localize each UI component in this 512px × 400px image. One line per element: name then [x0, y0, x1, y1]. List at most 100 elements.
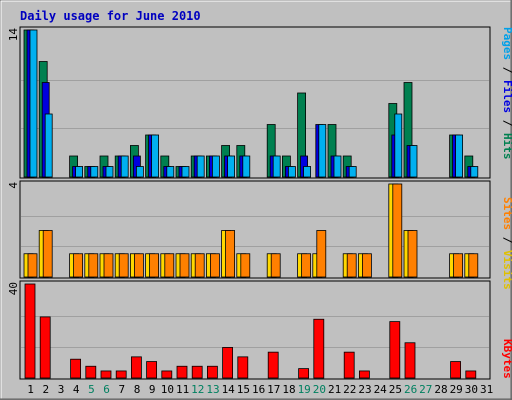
panel-middle-ymax-label: 4: [7, 182, 20, 189]
bar-sites-day-13: [209, 253, 220, 278]
x-label-day-17: 17: [267, 383, 280, 396]
bar-sites-day-25: [392, 183, 403, 278]
bar-sites-day-8: [133, 253, 144, 278]
x-axis-labels: 1 2 3 4 5 6 7 8 9 10 11 12 13 14 15 16 17 18 19 20 21 22 23 24 2…: [27, 383, 493, 396]
x-label-day-18: 18: [282, 383, 295, 396]
bar-kbytes-day-4: [70, 358, 81, 379]
x-label-day-26: 26: [404, 383, 417, 396]
bar-sites-day-15: [240, 253, 251, 278]
bar-sites-day-7: [118, 253, 129, 278]
legend-part-1: /: [501, 230, 512, 250]
bar-sites-day-26: [407, 230, 418, 278]
bar-pages-day-21: [333, 155, 342, 178]
x-label-day-22: 22: [343, 383, 356, 396]
x-label-day-12: 12: [191, 383, 204, 396]
bar-pages-day-26: [409, 145, 418, 178]
bar-pages-day-20: [318, 124, 327, 178]
bar-kbytes-day-29: [450, 361, 462, 379]
bar-pages-day-14: [227, 155, 236, 178]
panel-top-ymax-label: 14: [7, 28, 20, 42]
bar-pages-day-22: [348, 166, 357, 178]
bar-kbytes-day-7: [115, 370, 127, 379]
bar-pages-day-11: [181, 166, 190, 178]
bar-sites-day-1: [27, 253, 38, 278]
bar-pages-day-9: [151, 134, 160, 178]
bar-sites-day-29: [453, 253, 464, 278]
legend-part-0: KBytes: [501, 339, 512, 379]
bar-sites-day-11: [179, 253, 190, 278]
panel-bottom-ymax-label: 40: [7, 282, 20, 295]
bar-sites-day-14: [225, 230, 236, 278]
bar-kbytes-day-19: [298, 368, 310, 379]
bar-kbytes-day-22: [343, 351, 355, 379]
x-label-day-3: 3: [58, 383, 65, 396]
x-label-day-8: 8: [134, 383, 141, 396]
x-label-day-9: 9: [149, 383, 156, 396]
legend-part-2: Visits: [501, 250, 512, 290]
bar-sites-day-20: [316, 230, 327, 278]
bar-sites-day-4: [73, 253, 83, 278]
x-label-day-5: 5: [88, 383, 95, 396]
bar-sites-day-6: [103, 253, 114, 278]
bar-kbytes-day-25: [389, 321, 401, 379]
bar-sites-day-17: [270, 253, 281, 278]
bar-sites-day-9: [149, 253, 160, 278]
bar-pages-day-10: [166, 166, 175, 178]
legend-part-4: Hits: [501, 133, 512, 160]
x-label-day-20: 20: [313, 383, 326, 396]
bar-pages-day-13: [211, 155, 220, 178]
x-label-day-27: 27: [419, 383, 432, 396]
bar-sites-day-30: [468, 253, 479, 278]
bar-pages-day-5: [90, 166, 99, 178]
legend-part-2: Files: [501, 80, 512, 113]
x-label-day-14: 14: [222, 383, 236, 396]
bar-kbytes-day-26: [404, 342, 416, 379]
bar-pages-day-4: [75, 166, 83, 178]
bar-pages-day-2: [44, 113, 53, 178]
bar-pages-day-17: [272, 155, 281, 178]
x-label-day-6: 6: [103, 383, 110, 396]
x-label-day-23: 23: [358, 383, 371, 396]
bar-kbytes-day-12: [191, 365, 203, 379]
bar-pages-day-18: [287, 166, 296, 178]
bar-sites-day-22: [346, 253, 357, 278]
x-label-day-31: 31: [480, 383, 493, 396]
bar-pages-day-30: [470, 166, 479, 178]
bar-pages-day-29: [455, 134, 464, 178]
legend-part-0: Sites: [501, 197, 512, 230]
bar-pages-day-19: [303, 166, 312, 178]
x-label-day-11: 11: [176, 383, 189, 396]
x-label-day-4: 4: [73, 383, 80, 396]
bar-kbytes-day-10: [161, 370, 173, 379]
bar-pages-day-8: [135, 166, 144, 178]
x-label-day-19: 19: [298, 383, 311, 396]
bar-sites-day-5: [88, 253, 99, 278]
x-label-day-29: 29: [450, 383, 463, 396]
x-label-day-15: 15: [237, 383, 250, 396]
x-label-day-25: 25: [389, 383, 402, 396]
legend-part-1: /: [501, 60, 512, 80]
x-label-day-16: 16: [252, 383, 265, 396]
bar-kbytes-day-6: [100, 370, 112, 379]
bar-kbytes-day-14: [222, 347, 234, 379]
bar-pages-day-7: [120, 155, 129, 178]
bar-sites-day-19: [301, 253, 312, 278]
x-label-day-13: 13: [206, 383, 219, 396]
bar-kbytes-day-20: [313, 318, 325, 379]
x-label-day-24: 24: [374, 383, 388, 396]
bars: [23, 29, 479, 379]
bar-kbytes-day-11: [176, 365, 188, 379]
bar-pages-day-12: [196, 155, 205, 178]
bar-pages-day-1: [29, 29, 38, 178]
bar-kbytes-day-15: [237, 356, 249, 379]
bar-sites-day-2: [42, 230, 53, 278]
x-label-day-1: 1: [27, 383, 34, 396]
legend-part-3: /: [501, 113, 512, 133]
bar-kbytes-day-13: [206, 365, 218, 379]
bar-kbytes-day-5: [85, 365, 97, 379]
x-label-day-28: 28: [434, 383, 447, 396]
bar-pages-day-25: [394, 113, 403, 178]
bar-kbytes-day-17: [267, 351, 279, 379]
bar-kbytes-day-2: [39, 316, 51, 379]
